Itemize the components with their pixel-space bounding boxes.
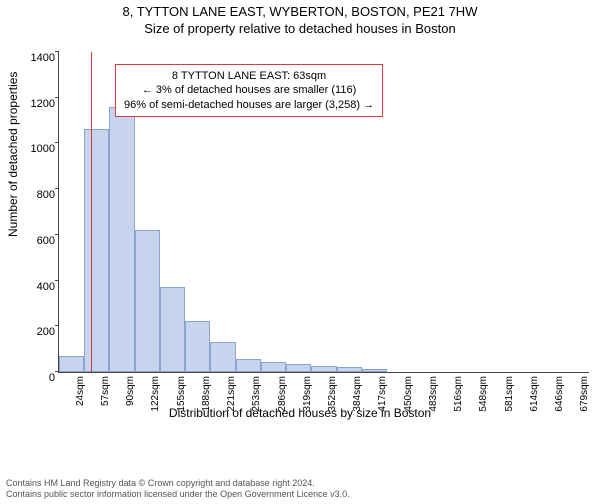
x-axis-label: Distribution of detached houses by size … [0, 406, 600, 420]
y-tick-label: 1000 [21, 143, 55, 155]
annotation-line: 8 TYTTON LANE EAST: 63sqm [124, 69, 374, 83]
footer-attribution: Contains HM Land Registry data © Crown c… [6, 478, 350, 501]
y-tick-label: 0 [21, 372, 55, 384]
footer-line1: Contains HM Land Registry data © Crown c… [6, 478, 350, 489]
y-tick-mark [55, 234, 59, 235]
histogram-bar [59, 356, 84, 372]
x-tick-label: 24sqm [75, 376, 86, 406]
y-axis-label: Number of detached properties [6, 72, 20, 237]
annotation-line: ← 3% of detached houses are smaller (116… [124, 83, 374, 97]
histogram-bar [84, 129, 109, 372]
footer-line2: Contains public sector information licen… [6, 489, 350, 500]
histogram-bar [109, 107, 134, 372]
x-tick-label: 90sqm [125, 376, 136, 406]
histogram-bar [135, 230, 160, 372]
annotation-line: 96% of semi-detached houses are larger (… [124, 98, 374, 112]
histogram-bar [362, 369, 387, 372]
page-title-line1: 8, TYTTON LANE EAST, WYBERTON, BOSTON, P… [0, 4, 600, 19]
histogram-bar [236, 359, 261, 372]
property-marker-line [91, 52, 92, 372]
histogram-bar [185, 321, 210, 372]
histogram-bar [286, 364, 311, 372]
y-tick-label: 1400 [21, 52, 55, 64]
histogram-bar [311, 366, 336, 372]
y-tick-mark [55, 51, 59, 52]
y-tick-mark [55, 280, 59, 281]
histogram-bar [160, 287, 185, 372]
y-tick-label: 1200 [21, 98, 55, 110]
histogram-bar [337, 367, 362, 372]
y-tick-label: 400 [21, 281, 55, 293]
y-tick-mark [55, 142, 59, 143]
y-tick-mark [55, 97, 59, 98]
chart-container: Number of detached properties 0200400600… [0, 44, 600, 444]
histogram-bar [261, 362, 286, 372]
y-tick-label: 800 [21, 189, 55, 201]
y-tick-label: 200 [21, 326, 55, 338]
y-tick-label: 600 [21, 235, 55, 247]
y-tick-mark [55, 325, 59, 326]
x-tick-label: 57sqm [100, 376, 111, 406]
y-tick-mark [55, 188, 59, 189]
page-title-line2: Size of property relative to detached ho… [0, 21, 600, 36]
annotation-box: 8 TYTTON LANE EAST: 63sqm← 3% of detache… [115, 64, 383, 117]
histogram-bar [210, 342, 235, 372]
histogram-plot: 020040060080010001200140024sqm57sqm90sqm… [58, 52, 589, 373]
